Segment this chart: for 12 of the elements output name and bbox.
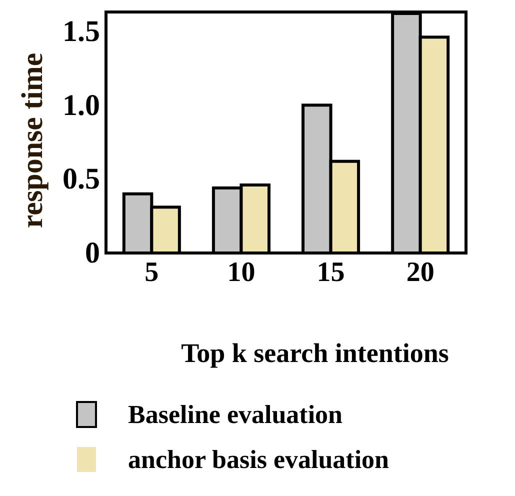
y-tick-label: 0: [85, 236, 100, 270]
x-axis-title: Top k search intentions: [181, 338, 449, 368]
x-tick-label: 5: [144, 256, 159, 288]
legend-label: anchor basis evaluation: [128, 445, 390, 474]
x-tick-label: 10: [227, 256, 256, 288]
legend-label: Baseline evaluation: [128, 400, 344, 429]
x-tick-label: 20: [406, 256, 434, 288]
y-axis-title: response time: [16, 52, 49, 228]
x-tick-label: 15: [316, 256, 345, 288]
y-tick-label: 0.5: [62, 162, 100, 196]
y-tick-label: 1.5: [62, 14, 100, 48]
y-tick-label: 1.0: [62, 88, 100, 122]
